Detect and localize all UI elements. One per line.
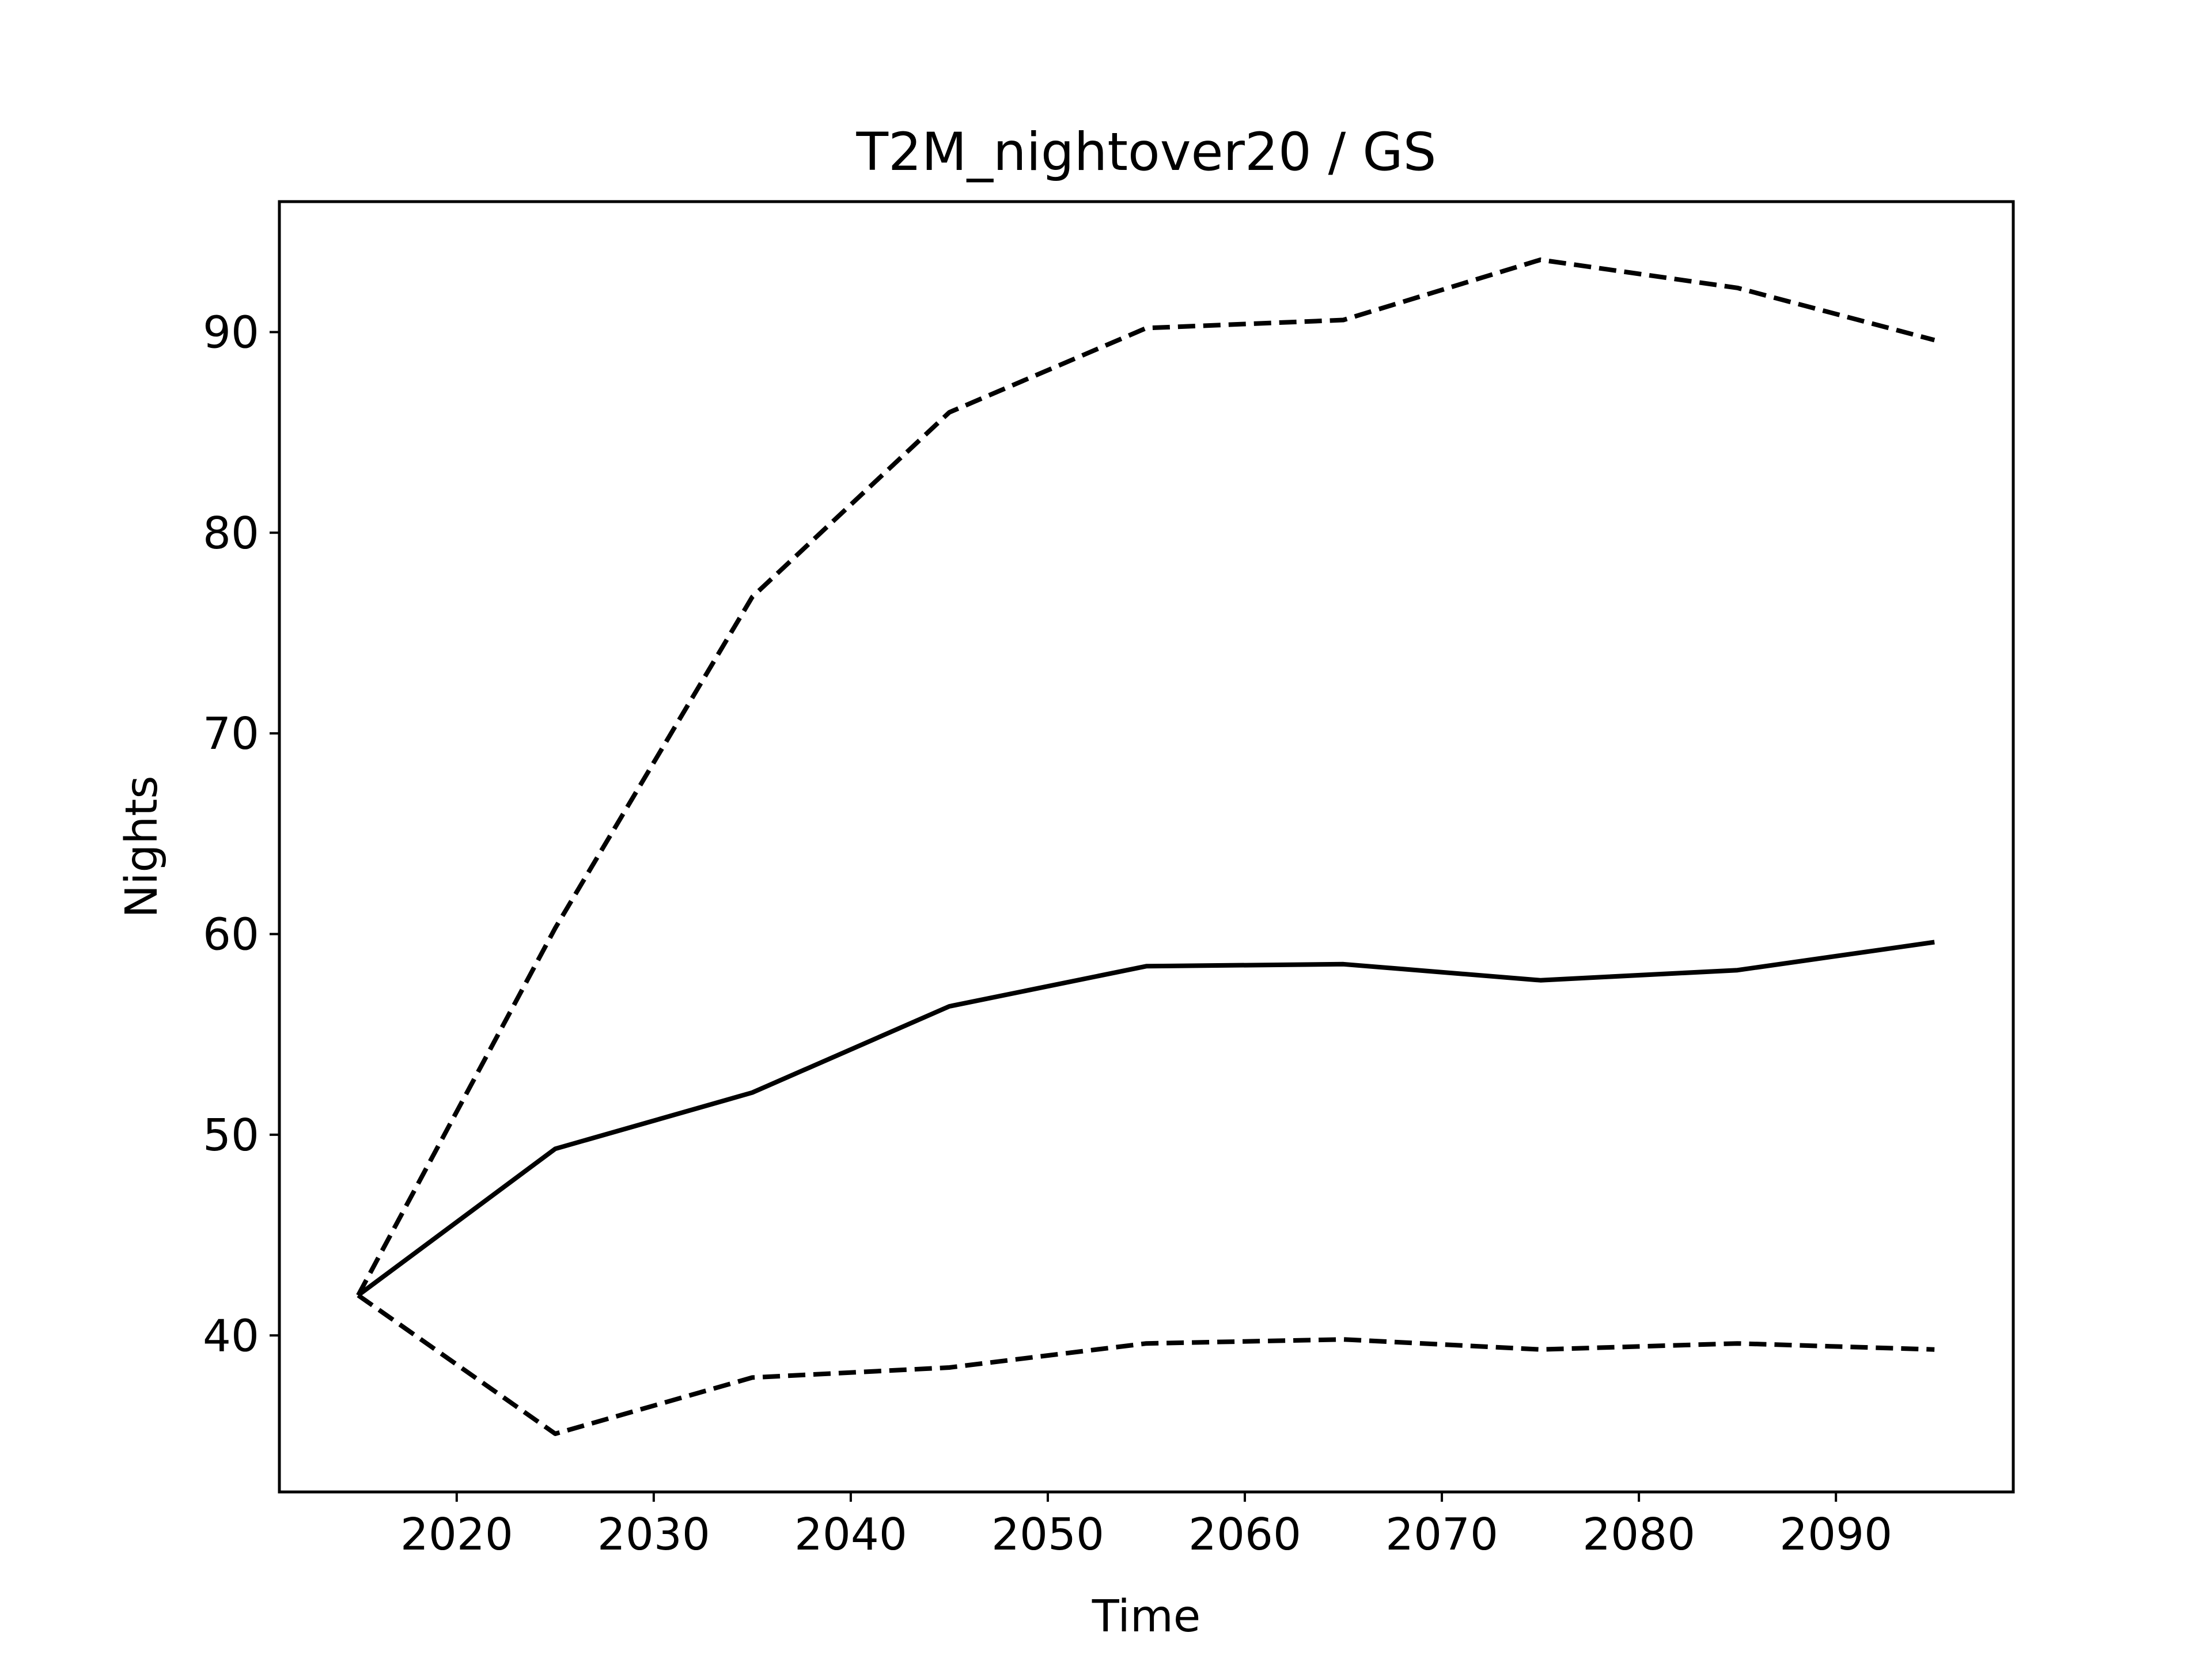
chart-title: T2M_nightover20 / GS [855, 122, 1436, 183]
x-tick-label: 2080 [1582, 1509, 1695, 1560]
x-tick-label: 2090 [1779, 1509, 1892, 1560]
x-axis-label: Time [1092, 1591, 1200, 1642]
y-tick-label: 40 [203, 1310, 259, 1362]
y-tick-label: 80 [203, 508, 259, 559]
y-tick-label: 70 [203, 709, 259, 760]
y-tick-label: 60 [203, 910, 259, 961]
y-axis: 40 50 60 70 80 90 [203, 307, 279, 1362]
x-tick-label: 2040 [794, 1509, 907, 1560]
x-axis: 2020 2030 2040 2050 2060 2070 2080 2090 [400, 1492, 1892, 1560]
x-tick-label: 2070 [1385, 1509, 1498, 1560]
x-tick-label: 2020 [400, 1509, 513, 1560]
plot-frame [278, 200, 2015, 1494]
y-tick-label: 50 [203, 1110, 259, 1161]
x-tick-label: 2050 [991, 1509, 1104, 1560]
series-line-2-solid [357, 940, 1935, 1297]
series-line-1-dashed [356, 257, 1936, 1297]
series-layer [356, 257, 1936, 1436]
y-axis-label: Nights [116, 776, 168, 918]
y-tick-label: 90 [203, 307, 259, 358]
x-tick-label: 2030 [597, 1509, 710, 1560]
series-line-3-dashed [357, 1293, 1935, 1436]
x-tick-label: 2060 [1188, 1509, 1301, 1560]
